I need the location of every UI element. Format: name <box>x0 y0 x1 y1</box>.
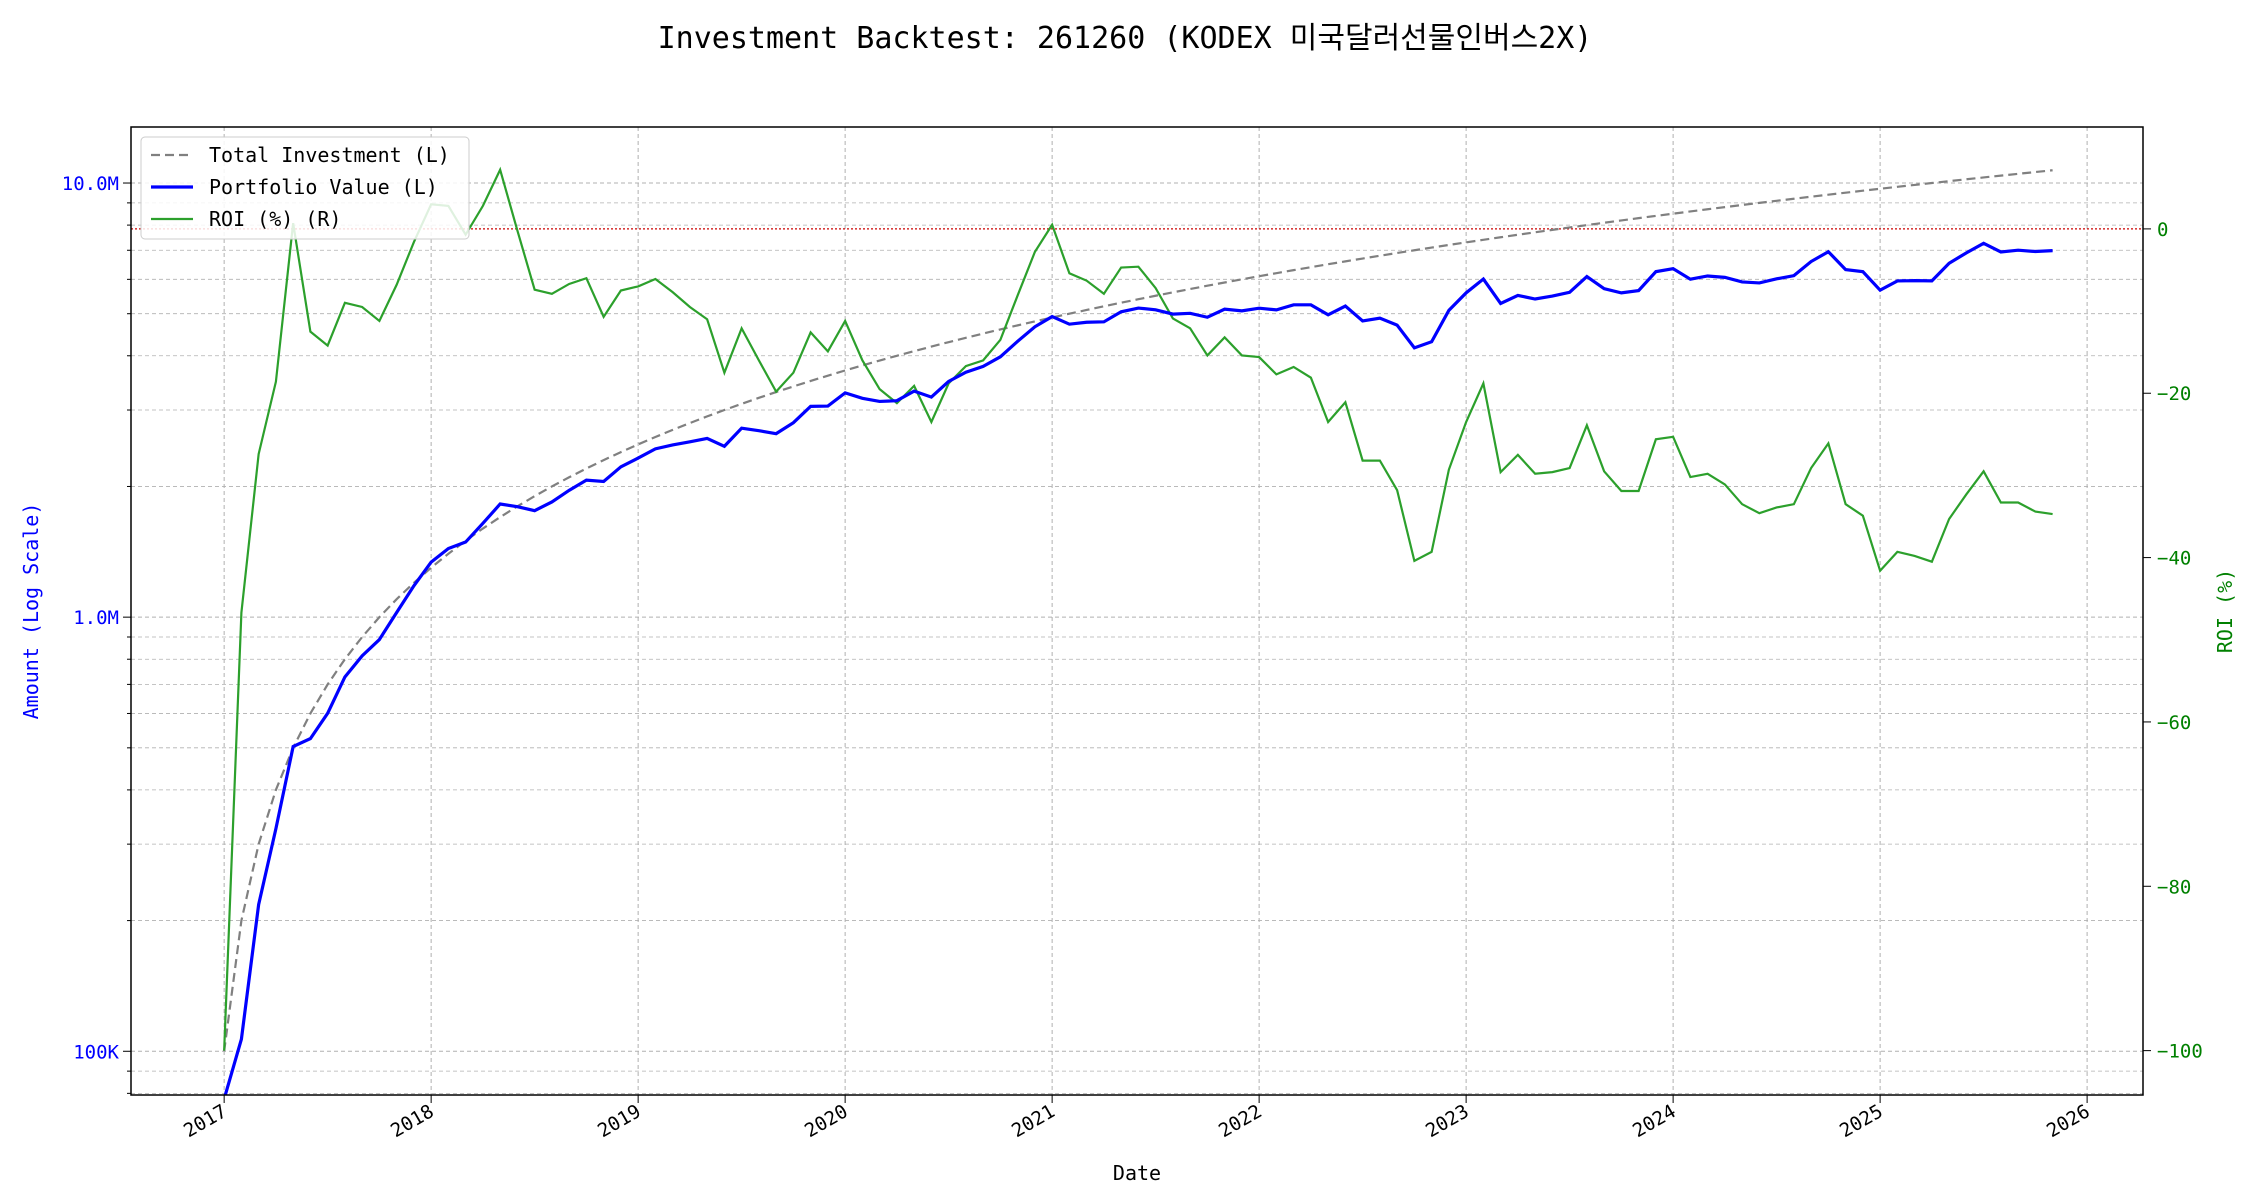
chart-title: Investment Backtest: 261260 (KODEX 미국달러선… <box>658 21 1593 56</box>
legend-label: Portfolio Value (L) <box>209 175 438 199</box>
portfolio-value-line <box>223 241 2053 1095</box>
x-tick-label: 2021 <box>1008 1100 1059 1142</box>
grid <box>131 127 2143 1095</box>
x-tick-label: 2019 <box>594 1100 645 1142</box>
legend: Total Investment (L) Portfolio Value (L) R… <box>140 136 470 240</box>
plot-area <box>131 166 2143 1095</box>
legend-box <box>140 136 470 240</box>
roi-line <box>223 166 2053 1051</box>
series-group <box>131 166 2143 1095</box>
x-tick-label: 2017 <box>180 1100 231 1142</box>
x-tick-label: 2018 <box>387 1100 438 1142</box>
y-right-axis-label: ROI (%) <box>2213 569 2237 653</box>
y-left-tick-label: 1.0M <box>73 607 119 629</box>
x-tick-label: 2020 <box>801 1100 852 1142</box>
legend-label: ROI (%) (R) <box>209 207 341 231</box>
y-right-tick-label: −40 <box>2157 548 2191 570</box>
y-left-tick-label: 100K <box>73 1041 119 1063</box>
y-right-tick-label: −80 <box>2157 876 2191 898</box>
y-left-tick-label: 10.0M <box>62 173 119 195</box>
x-tick-label: 2022 <box>1215 1100 1266 1142</box>
x-tick-label: 2024 <box>1629 1100 1680 1142</box>
y-right-tick-label: −20 <box>2157 383 2191 405</box>
total-investment-line <box>223 169 2053 1052</box>
x-tick-label: 2023 <box>1422 1100 1473 1142</box>
ticks: 2017 2018 2019 2020 2021 2022 2023 2024 2025 2026… <box>62 173 2203 1142</box>
y-right-tick-label: 0 <box>2157 219 2168 241</box>
legend-label: Total Investment (L) <box>209 143 450 167</box>
y-right-tick-label: −100 <box>2157 1041 2203 1063</box>
x-tick-label: 2026 <box>2043 1100 2094 1142</box>
axes-frame <box>130 126 2144 1096</box>
x-tick-label: 2025 <box>1836 1100 1887 1142</box>
x-axis-label: Date <box>1113 1161 1161 1185</box>
y-left-axis-label: Amount (Log Scale) <box>19 503 43 720</box>
y-right-tick-label: −60 <box>2157 712 2191 734</box>
